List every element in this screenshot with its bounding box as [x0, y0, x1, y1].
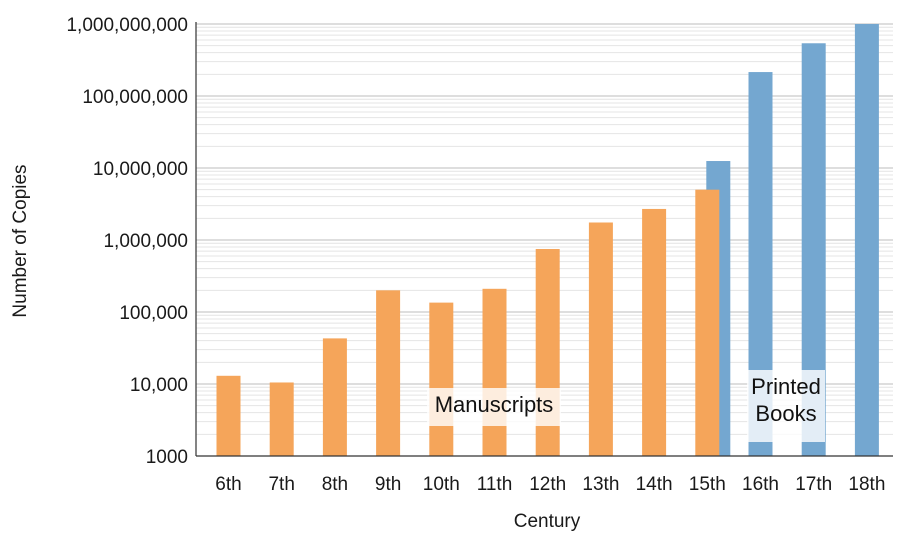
x-tick-label: 13th [582, 474, 619, 495]
bar-manuscripts [269, 382, 294, 456]
x-axis-title: Century [514, 511, 581, 532]
y-tick-label: 100,000,000 [82, 87, 188, 108]
annotation-bg [427, 388, 561, 426]
annotation-line: Books [755, 401, 816, 426]
bar-manuscripts [216, 375, 241, 456]
annotation-printed-books: Printed Books [751, 374, 821, 426]
bar-manuscripts [376, 290, 401, 456]
bar-manuscripts [588, 222, 613, 456]
x-tick-label: 14th [636, 474, 673, 495]
x-tick-label: 7th [268, 474, 294, 495]
x-tick-label: 18th [848, 474, 885, 495]
bar-manuscripts [429, 302, 454, 456]
annotation-bg [747, 370, 825, 442]
y-axis-title: Number of Copies [10, 164, 31, 317]
x-tick-label: 8th [322, 474, 348, 495]
y-tick-label: 1,000,000 [103, 231, 188, 252]
axis-layer [195, 22, 893, 457]
y-tick-label: 1,000,000,000 [66, 15, 188, 36]
bar-manuscripts [482, 288, 507, 456]
x-tick-label: 15th [689, 474, 726, 495]
y-tick-label: 100,000 [119, 303, 188, 324]
annotation-layer: Manuscripts Printed Books [427, 370, 825, 442]
bar-manuscripts [642, 208, 667, 456]
y-tick-label: 10,000 [130, 375, 188, 396]
annotation-line: Printed [751, 374, 821, 399]
bar-manuscripts [695, 189, 720, 456]
label-layer: 1000 10,000 100,000 1,000,000 10,000,000 100,… [66, 15, 885, 495]
bar-printed-books [854, 24, 879, 456]
x-tick-label: 11th [477, 474, 513, 495]
x-tick-label: 12th [529, 474, 566, 495]
y-tick-label: 10,000,000 [93, 159, 188, 180]
bar-manuscripts [322, 338, 347, 456]
x-tick-label: 6th [215, 474, 241, 495]
y-tick-label: 1000 [146, 447, 188, 468]
x-tick-label: 10th [423, 474, 460, 495]
x-tick-label: 17th [795, 474, 832, 495]
x-tick-label: 16th [742, 474, 779, 495]
annotation-manuscripts: Manuscripts [435, 392, 554, 417]
x-tick-label: 9th [375, 474, 401, 495]
